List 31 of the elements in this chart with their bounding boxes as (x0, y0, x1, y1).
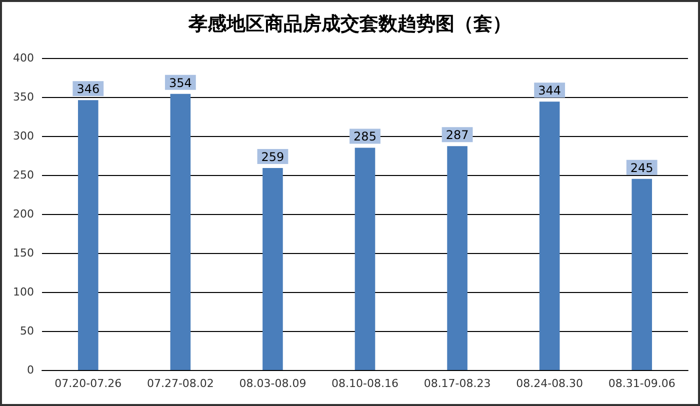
y-tick-label: 250 (13, 168, 34, 182)
x-tick-label: 08.31-09.06 (608, 377, 676, 390)
bar (170, 94, 191, 370)
x-tick-label: 07.20-07.26 (54, 377, 122, 390)
y-tick-label: 300 (13, 130, 34, 142)
bar (78, 100, 98, 370)
data-label: 245 (630, 160, 654, 175)
y-tick-label: 400 (13, 52, 34, 64)
bar (447, 146, 468, 370)
x-tick-label: 08.17-08.23 (424, 377, 491, 390)
y-tick-label: 100 (13, 286, 34, 298)
bar (262, 168, 283, 370)
bar (354, 148, 376, 370)
x-tick-label: 08.03-08.09 (239, 377, 306, 390)
data-label: 285 (354, 130, 376, 144)
y-tick-label: 150 (13, 246, 34, 260)
y-tick-label: 0 (27, 364, 34, 376)
x-tick-label: 07.27-08.02 (146, 377, 214, 390)
data-label: 287 (446, 128, 469, 142)
data-label: 346 (76, 82, 100, 96)
data-label: 344 (538, 84, 562, 98)
data-label: 259 (261, 150, 284, 164)
bar (539, 102, 560, 370)
y-tick-label: 200 (13, 208, 34, 220)
x-tick-label: 08.24-08.30 (516, 377, 584, 390)
y-tick-label: 50 (20, 324, 34, 338)
y-tick-label: 350 (13, 90, 34, 104)
bar (632, 178, 652, 370)
data-label: 354 (168, 76, 192, 90)
chart-title: 孝感地区商品房成交套数趋势图（套） (188, 13, 512, 35)
x-tick-label: 08.10-08.16 (332, 377, 398, 390)
